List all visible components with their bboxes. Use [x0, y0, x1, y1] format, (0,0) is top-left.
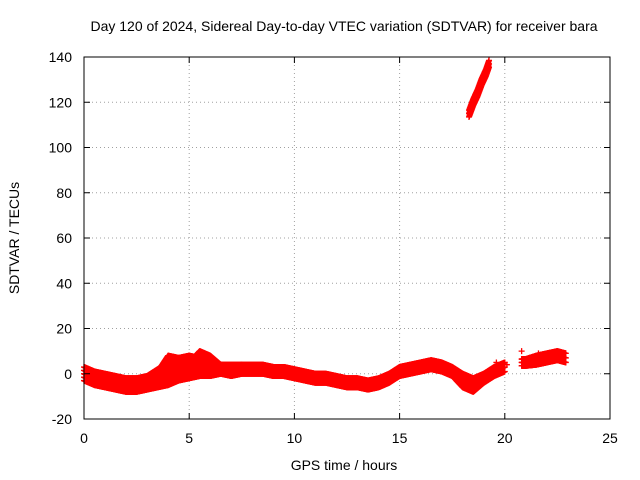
grid: [84, 57, 610, 419]
data-points: [81, 57, 569, 395]
chart-title: Day 120 of 2024, Sidereal Day-to-day VTE…: [90, 18, 597, 34]
